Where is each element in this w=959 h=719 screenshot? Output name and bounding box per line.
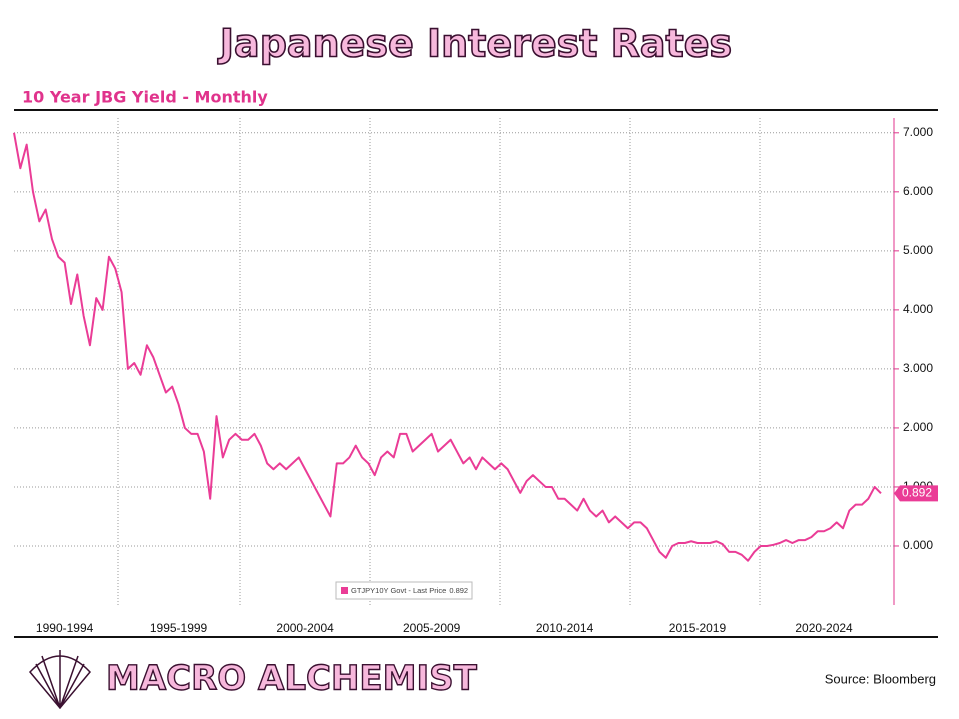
y-tick-label: 3.000 [903,361,933,375]
last-price-label: 0.892 [902,485,932,499]
x-tick-label: 1990-1994 [36,621,94,635]
legend-label: GTJPY10Y Govt - Last Price [351,586,446,595]
x-tick-label: 2010-2014 [536,621,594,635]
y-tick-label: 2.000 [903,420,933,434]
y-tick-label: 5.000 [903,243,933,257]
last-price-tag [894,485,938,502]
chart-subtitle: 10 Year JBG Yield - Monthly [22,88,268,107]
x-tick-label: 2000-2004 [276,621,334,635]
x-tick-label: 2005-2009 [403,621,461,635]
period-grid [117,118,761,605]
y-tick-label: 0.000 [903,538,933,552]
x-tick-label: 2020-2024 [795,621,853,635]
legend-swatch [341,587,348,594]
x-tick-label: 1995-1999 [150,621,208,635]
y-tick-label: 7.000 [903,125,933,139]
line-series [13,132,882,562]
page-title: Japanese Interest Rates [217,22,732,66]
brand: MACRO ALCHEMIST [106,659,478,699]
source: Source: Bloomberg [825,671,936,686]
y-tick-label: 6.000 [903,184,933,198]
legend-last-price: 0.892 [449,586,468,595]
x-tick-label: 2015-2019 [669,621,727,635]
logo [28,650,92,710]
y-tick-label: 4.000 [903,302,933,316]
legend-box [335,581,473,600]
